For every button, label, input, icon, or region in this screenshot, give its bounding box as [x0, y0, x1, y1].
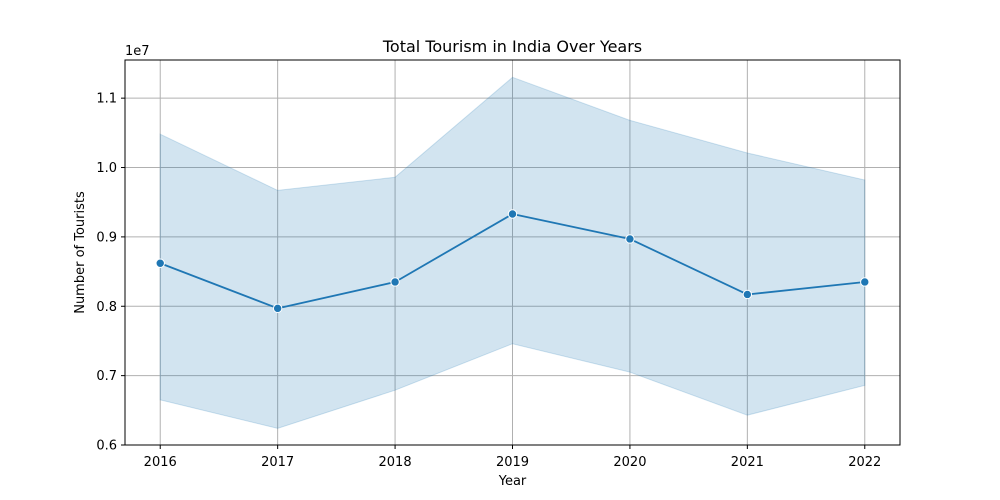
x-tick-label: 2020 [613, 455, 646, 470]
y-tick-label: 0.6 [96, 439, 117, 454]
x-tick-label: 2021 [731, 455, 764, 470]
x-tick-label: 2018 [379, 455, 412, 470]
y-tick-label: 0.9 [96, 230, 117, 245]
x-tick-label: 2019 [496, 455, 529, 470]
x-tick-label: 2016 [144, 455, 177, 470]
y-tick-label: 0.7 [96, 369, 117, 384]
data-point-layer [155, 209, 870, 314]
data-point [625, 234, 635, 244]
x-tick-label: 2017 [261, 455, 294, 470]
x-tick-label: 2022 [848, 455, 881, 470]
data-point [155, 258, 165, 268]
y-tick-label: 1.0 [96, 161, 117, 176]
x-tick-layer: 2016 2017 2018 2019 2020 2021 2022 [144, 445, 881, 470]
data-point [742, 289, 753, 300]
y-tick-layer: 0.6 0.7 0.8 0.9 1.0 1.1 [96, 92, 125, 454]
confidence-band-layer [159, 76, 866, 429]
y-tick-label: 1.1 [96, 92, 117, 107]
x-axis-label: Year [498, 474, 527, 489]
confidence-band [159, 76, 866, 429]
data-point [507, 209, 518, 219]
data-point [860, 277, 870, 287]
data-point [272, 303, 283, 314]
y-axis-label: Number of Tourists [73, 191, 88, 314]
chart-title: Total Tourism in India Over Years [382, 37, 642, 56]
y-offset-label: 1e7 [125, 44, 150, 59]
data-point [390, 277, 400, 287]
y-tick-label: 0.8 [96, 300, 117, 315]
